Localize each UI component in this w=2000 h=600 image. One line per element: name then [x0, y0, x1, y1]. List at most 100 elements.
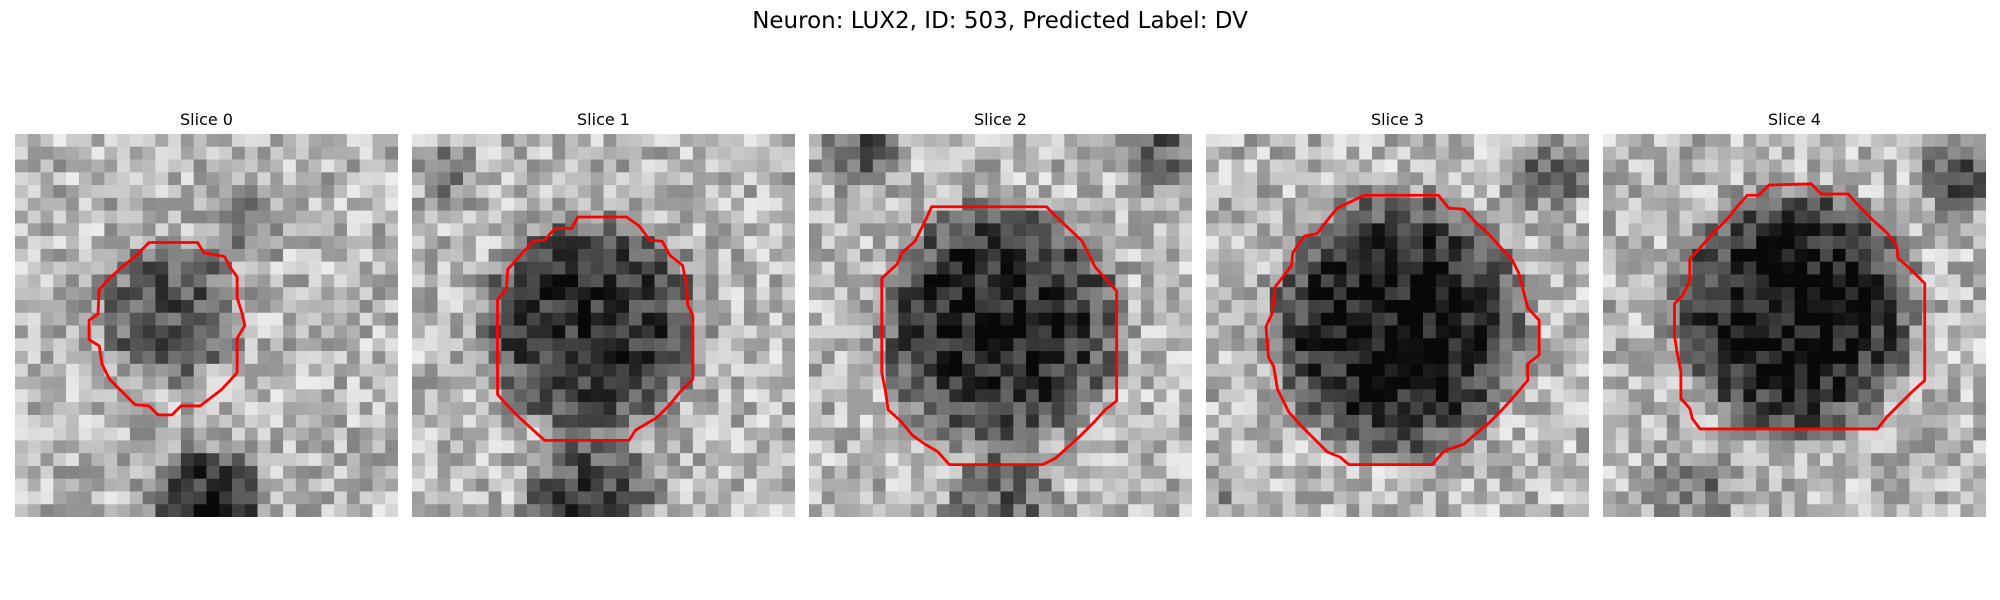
slice-3-contour	[1264, 193, 1541, 467]
image-pixel	[1550, 453, 1564, 467]
image-pixel	[1934, 491, 1948, 505]
image-pixel	[1679, 185, 1693, 199]
image-pixel	[1679, 299, 1693, 313]
image-pixel	[629, 478, 643, 492]
image-pixel	[1603, 261, 1617, 275]
image-pixel	[437, 312, 451, 326]
image-pixel	[1679, 440, 1693, 454]
image-pixel	[565, 414, 579, 428]
image-pixel	[1486, 402, 1500, 416]
image-pixel	[40, 325, 54, 339]
image-pixel	[1384, 491, 1398, 505]
image-pixel	[1474, 146, 1488, 160]
image-pixel	[565, 146, 579, 160]
image-pixel	[270, 223, 284, 237]
image-pixel	[129, 427, 143, 441]
image-pixel	[769, 414, 783, 428]
image-pixel	[923, 427, 937, 441]
image-pixel	[1947, 440, 1961, 454]
image-pixel	[1140, 274, 1154, 288]
image-pixel	[142, 427, 156, 441]
image-pixel	[206, 453, 220, 467]
image-pixel	[270, 440, 284, 454]
image-pixel	[219, 427, 233, 441]
image-pixel	[1231, 312, 1245, 326]
image-pixel	[692, 248, 706, 262]
image-pixel	[129, 504, 143, 517]
image-pixel	[91, 185, 105, 199]
image-pixel	[78, 210, 92, 224]
image-pixel	[641, 402, 655, 416]
image-pixel	[514, 146, 528, 160]
image-pixel	[1244, 325, 1258, 339]
image-pixel	[1179, 134, 1192, 148]
image-pixel	[1743, 312, 1757, 326]
image-pixel	[1474, 261, 1488, 275]
image-pixel	[270, 389, 284, 403]
image-pixel	[654, 312, 668, 326]
image-pixel	[1820, 427, 1834, 441]
image-pixel	[923, 491, 937, 505]
image-pixel	[680, 363, 694, 377]
image-pixel	[769, 197, 783, 211]
image-pixel	[1179, 210, 1192, 224]
image-pixel	[1705, 389, 1719, 403]
image-pixel	[1038, 248, 1052, 262]
image-pixel	[552, 210, 566, 224]
image-pixel	[142, 287, 156, 301]
image-pixel	[117, 236, 131, 250]
image-pixel	[731, 287, 745, 301]
image-pixel	[1115, 338, 1129, 352]
image-pixel	[667, 223, 681, 237]
image-pixel	[1140, 185, 1154, 199]
image-pixel	[1858, 351, 1872, 365]
image-pixel	[641, 389, 655, 403]
image-pixel	[1359, 504, 1373, 517]
image-pixel	[1474, 185, 1488, 199]
image-pixel	[936, 197, 950, 211]
image-pixel	[603, 274, 617, 288]
image-pixel	[1051, 236, 1065, 250]
image-pixel	[180, 185, 194, 199]
image-pixel	[78, 376, 92, 390]
image-pixel	[1269, 427, 1283, 441]
image-pixel	[1909, 159, 1923, 173]
image-pixel	[1768, 236, 1782, 250]
image-pixel	[53, 351, 67, 365]
image-pixel	[1308, 197, 1322, 211]
image-pixel	[270, 197, 284, 211]
image-pixel	[1128, 325, 1142, 339]
image-pixel	[1666, 146, 1680, 160]
image-pixel	[1537, 402, 1551, 416]
image-pixel	[1410, 478, 1424, 492]
image-pixel	[1896, 414, 1910, 428]
image-pixel	[501, 223, 515, 237]
image-pixel	[1858, 453, 1872, 467]
image-pixel	[1934, 223, 1948, 237]
image-pixel	[949, 325, 963, 339]
image-pixel	[705, 414, 719, 428]
image-pixel	[1717, 287, 1731, 301]
image-pixel	[1026, 223, 1040, 237]
image-pixel	[257, 159, 271, 173]
image-pixel	[1448, 363, 1462, 377]
image-pixel	[1512, 427, 1526, 441]
image-pixel	[680, 402, 694, 416]
image-pixel	[129, 134, 143, 148]
image-pixel	[1960, 248, 1974, 262]
image-pixel	[1934, 478, 1948, 492]
image-pixel	[1512, 159, 1526, 173]
image-pixel	[718, 248, 732, 262]
image-pixel	[1525, 440, 1539, 454]
image-pixel	[1486, 287, 1500, 301]
image-pixel	[782, 414, 795, 428]
image-pixel	[1206, 248, 1220, 262]
image-pixel	[346, 453, 360, 467]
image-pixel	[53, 210, 67, 224]
image-pixel	[219, 338, 233, 352]
image-pixel	[1140, 134, 1154, 148]
image-pixel	[334, 363, 348, 377]
image-pixel	[743, 414, 757, 428]
image-pixel	[501, 363, 515, 377]
image-pixel	[346, 363, 360, 377]
